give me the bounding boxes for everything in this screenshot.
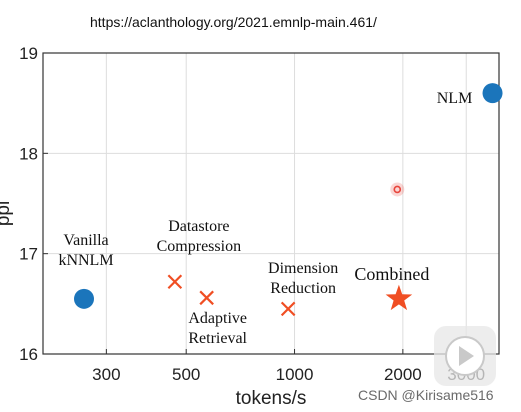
y-tick-label: 17 xyxy=(19,245,38,264)
paper-url: https://aclanthology.org/2021.emnlp-main… xyxy=(90,14,377,30)
gridlines xyxy=(43,52,499,355)
data-point-star xyxy=(385,284,413,311)
plot-frame xyxy=(42,52,500,355)
data-point-x xyxy=(167,274,183,290)
point-label-line: Datastore xyxy=(168,218,229,235)
point-label-line: kNNLM xyxy=(58,252,113,269)
point-label-line: Retrieval xyxy=(188,330,247,347)
x-axis-title: tokens/s xyxy=(236,388,307,409)
point-label: NLM xyxy=(437,90,473,107)
x-tick-label: 1000 xyxy=(276,365,314,384)
data-point-halo xyxy=(390,182,405,197)
axis-ticks: 30050010002000300016171819 xyxy=(19,44,485,384)
point-label-line: Compression xyxy=(157,238,241,255)
data-point-circle xyxy=(74,288,95,309)
data-point-x xyxy=(199,290,214,306)
data-point-x xyxy=(280,301,296,317)
point-label: Vanilla kNNLM xyxy=(58,232,113,269)
y-tick-label: 19 xyxy=(19,44,38,63)
watermark: CSDN @Kirisame516 xyxy=(358,326,496,403)
x-tick-label: 300 xyxy=(92,365,120,384)
point-label: Adaptive Retrieval xyxy=(188,310,247,347)
y-tick-label: 16 xyxy=(19,345,38,364)
point-label-line: NLM xyxy=(437,90,473,107)
point-labels: Vanilla kNNLM NLM Datastore Compression Adapt… xyxy=(58,90,472,347)
data-point-circle xyxy=(482,83,503,104)
y-tick-label: 18 xyxy=(19,144,38,163)
point-label-line: Reduction xyxy=(270,280,336,297)
point-label: Datastore Compression xyxy=(157,218,241,255)
data-points xyxy=(74,83,503,317)
point-label: Dimension Reduction xyxy=(268,260,338,297)
data-point-small-circle xyxy=(393,185,402,194)
point-label-line: Vanilla xyxy=(63,232,108,249)
play-triangle-icon xyxy=(459,346,474,366)
point-label-line: Adaptive xyxy=(188,310,247,327)
point-label-line: Combined xyxy=(354,264,429,284)
point-label-line: Dimension xyxy=(268,260,338,277)
x-tick-label: 500 xyxy=(172,365,200,384)
x-tick-label: 2000 xyxy=(384,365,422,384)
watermark-text: CSDN @Kirisame516 xyxy=(358,387,494,403)
y-axis-title: ppl xyxy=(0,201,14,226)
point-label: Combined xyxy=(354,264,429,284)
